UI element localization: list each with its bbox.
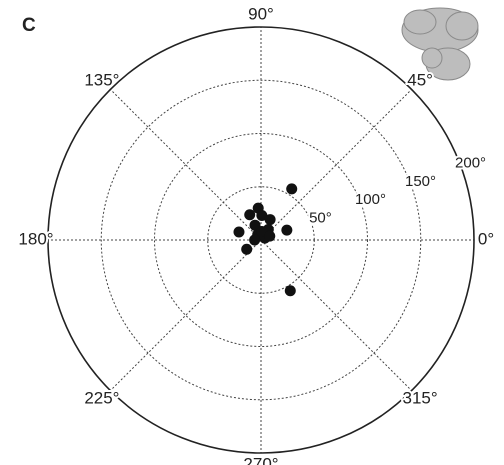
spoke-grid-line — [260, 89, 412, 241]
panel-label: C — [22, 15, 36, 36]
ring-grid-line — [154, 133, 368, 347]
ring-grid-line — [207, 186, 315, 294]
data-point — [264, 230, 276, 242]
data-point — [249, 219, 261, 231]
theta-tick-label: 225° — [84, 389, 119, 408]
structure-render — [401, 7, 479, 81]
spoke-grid-line — [110, 89, 262, 241]
data-point — [249, 234, 261, 246]
theta-tick-label: 270° — [243, 454, 278, 465]
polar-plot: 50° 100° 150° 200° 0° 45° 90° 135° 180° 225° 270° 3… — [16, 2, 496, 465]
outer-ring — [47, 26, 475, 454]
theta-tick-label: 180° — [18, 229, 53, 248]
data-point — [264, 214, 276, 226]
spoke-grid-line — [260, 239, 412, 391]
r-tick-label: 200° — [455, 155, 486, 172]
theta-tick-label: 315° — [403, 389, 438, 408]
data-point — [241, 243, 253, 255]
data-point — [284, 285, 296, 297]
r-tick-label: 150° — [405, 173, 436, 190]
data-point — [286, 183, 298, 195]
r-tick-label: 100° — [355, 191, 386, 208]
spoke-grid-line — [110, 239, 262, 391]
theta-tick-label: 90° — [248, 4, 274, 23]
data-point — [244, 209, 256, 221]
data-point — [233, 226, 245, 238]
data-point — [281, 224, 293, 236]
data-point — [256, 210, 268, 222]
theta-tick-label: 0° — [478, 229, 494, 248]
theta-tick-label: 45° — [407, 70, 433, 89]
r-tick-label: 50° — [309, 209, 332, 226]
theta-tick-label: 135° — [84, 70, 119, 89]
ring-grid-line — [100, 79, 422, 401]
